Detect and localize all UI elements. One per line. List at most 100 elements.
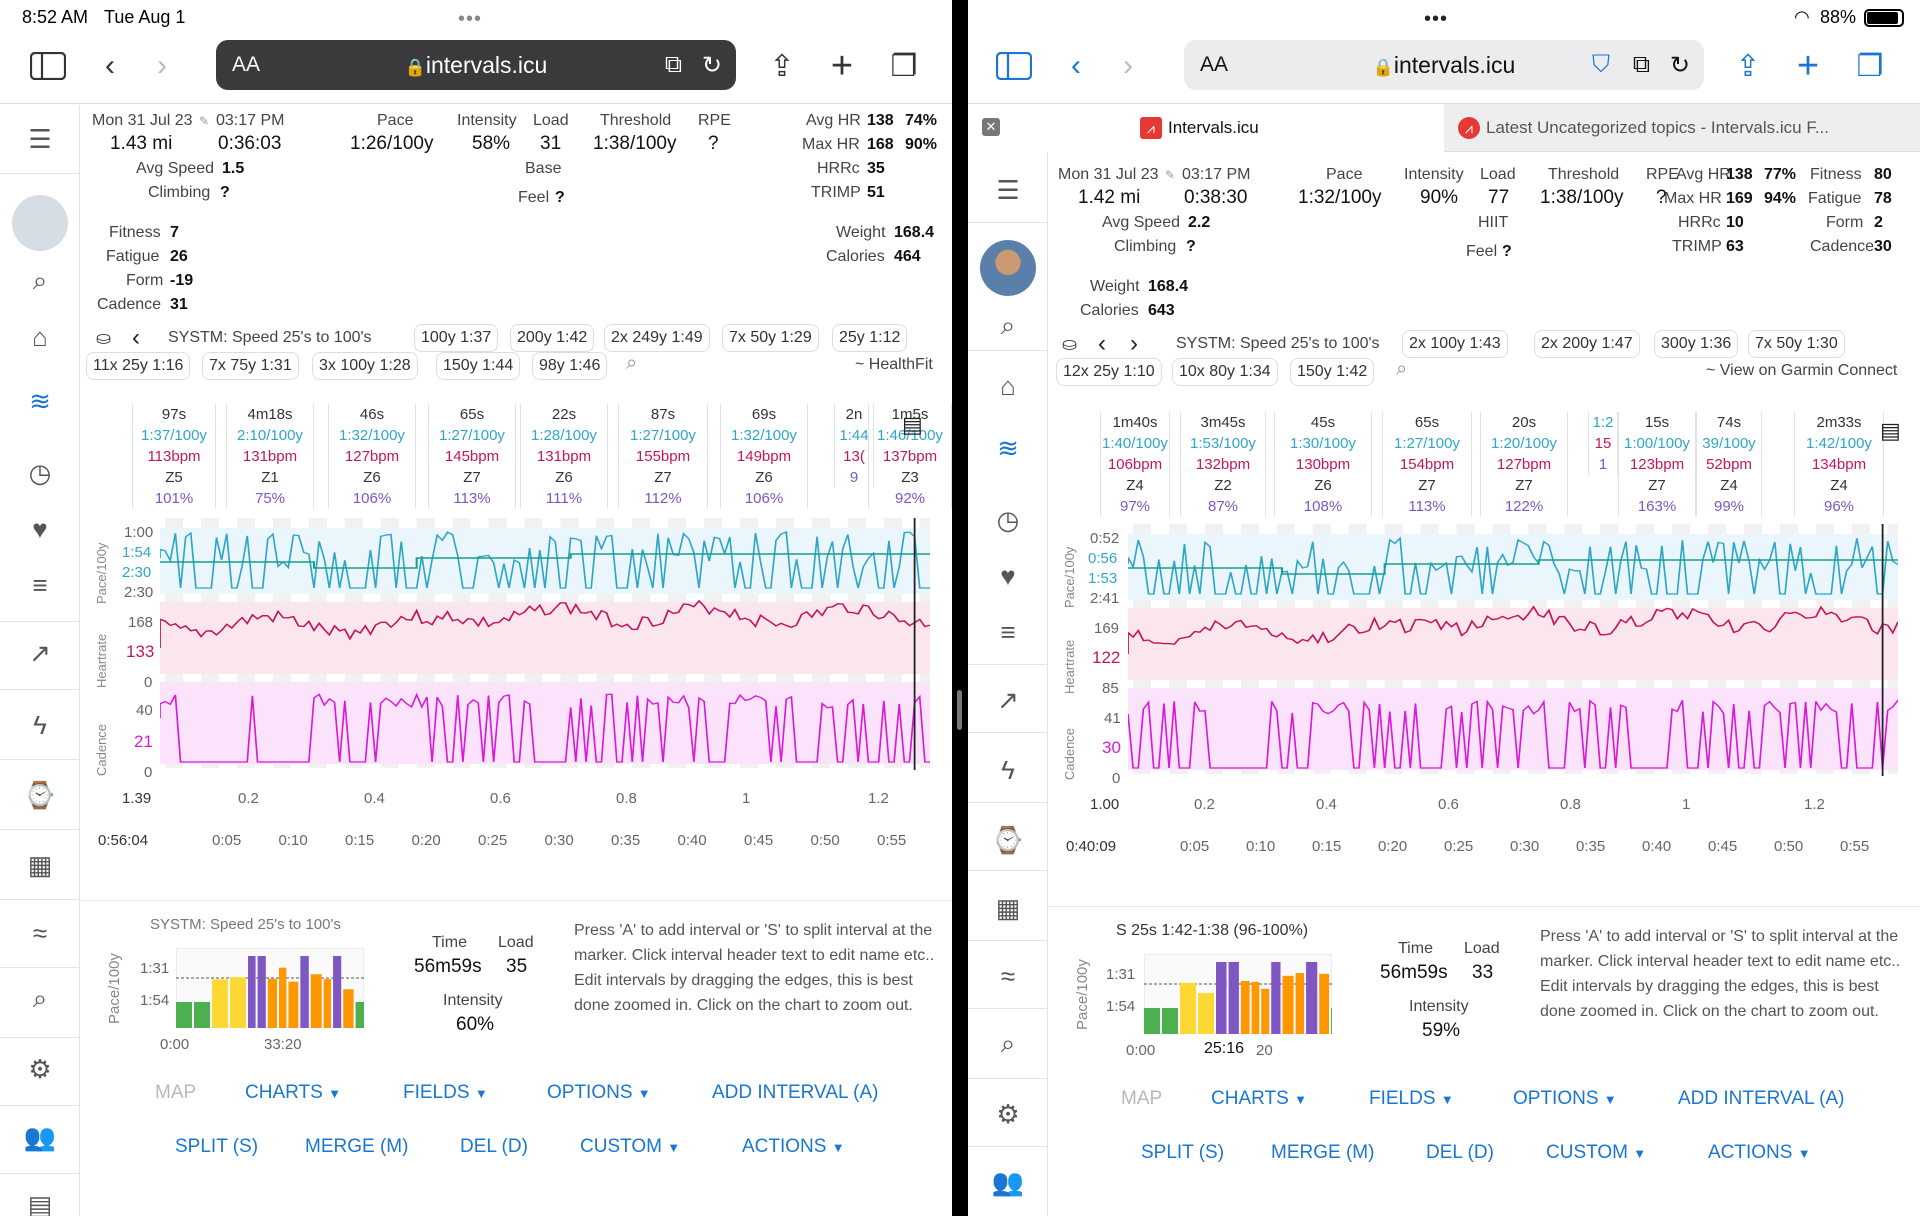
share-icon[interactable]: ⇪ [769, 49, 795, 83]
reload-icon[interactable]: ↻ [701, 51, 722, 79]
heart-icon[interactable]: ♥ [1000, 560, 1016, 591]
workout-step-chip[interactable]: 25y 1:12 [832, 324, 908, 352]
workout-step-chip[interactable]: 12x 25y 1:10 [1056, 358, 1162, 386]
workout-step-chip[interactable]: 98y 1:46 [532, 352, 608, 380]
multitask-dots-icon[interactable]: ••• [1424, 8, 1449, 30]
interval-mini-chart[interactable] [1144, 954, 1332, 1034]
delete-button[interactable]: DEL (D) [460, 1136, 528, 1157]
climbing-value[interactable]: ? [220, 184, 230, 201]
split-view-divider[interactable] [952, 0, 968, 1216]
interval-header[interactable]: 65s 1:27/100y 154bpm Z7 113% [1382, 412, 1472, 517]
threshold-value[interactable]: 1:38/100y [593, 133, 677, 154]
find-icon[interactable]: ⌕ [32, 983, 48, 1013]
people-icon[interactable]: 👥 [23, 1121, 57, 1152]
split-view-handle[interactable] [957, 690, 962, 730]
workout-name[interactable]: SYSTM: Speed 25's to 100's [168, 329, 372, 346]
workout-step-chip[interactable]: 150y 1:44 [436, 352, 521, 380]
multitask-dots-icon[interactable]: ••• [458, 8, 483, 30]
workout-step-chip[interactable]: 100y 1:37 [414, 324, 499, 352]
merge-button[interactable]: MERGE (M) [1271, 1142, 1375, 1163]
address-bar[interactable]: AA 🔒intervals.icu ⛉ ⧉ ↻ [1184, 40, 1704, 90]
activity-date[interactable]: Mon 31 Jul 23 [1058, 166, 1159, 183]
swim-icon[interactable]: ≋ [997, 432, 1019, 463]
activity-chart[interactable] [1128, 524, 1898, 776]
home-icon[interactable]: ⌂ [1000, 370, 1016, 401]
interval-header[interactable]: 1m5s 1:46/100y 137bpm Z3 92% [868, 404, 952, 509]
fields-button[interactable]: FIELDS ▼ [1369, 1088, 1454, 1109]
people-icon[interactable]: 👥 [991, 1166, 1025, 1197]
merge-button[interactable]: MERGE (M) [305, 1136, 409, 1157]
charts-button[interactable]: CHARTS ▼ [245, 1082, 341, 1103]
rpe-value[interactable]: ? [1656, 187, 1667, 208]
tab-forum[interactable]: ⩘ Latest Uncategorized topics - Interval… [1444, 104, 1920, 152]
workout-step-chip[interactable]: 2x 100y 1:43 [1402, 330, 1508, 358]
interval-header[interactable]: 3m45s 1:53/100y 132bpm Z2 87% [1180, 412, 1266, 517]
edit-icon[interactable]: ✎ [1165, 168, 1176, 182]
workout-step-chip[interactable]: 3x 100y 1:28 [312, 352, 418, 380]
interval-header[interactable]: 2m33s 1:42/100y 134bpm Z4 96% [1794, 412, 1884, 517]
forward-icon[interactable]: › [1123, 49, 1133, 82]
search-steps-icon[interactable]: ⌕ [626, 352, 638, 374]
map-button[interactable]: MAP [1121, 1088, 1163, 1109]
reader-aa-button[interactable]: AA [1200, 53, 1229, 76]
prev-icon[interactable]: ‹ [1098, 330, 1106, 357]
workout-step-chip[interactable]: 10x 80y 1:34 [1172, 358, 1278, 386]
custom-button[interactable]: CUSTOM ▼ [1546, 1142, 1647, 1163]
search-steps-icon[interactable]: ⌕ [1396, 358, 1408, 380]
compare-icon[interactable]: ≈ [32, 917, 48, 948]
menu-icon[interactable]: ☰ [28, 123, 52, 154]
list-icon[interactable]: ≡ [1000, 616, 1016, 647]
share-icon[interactable]: ⇪ [1735, 49, 1761, 83]
device-icon[interactable]: ⌚ [991, 824, 1025, 855]
forward-icon[interactable]: › [157, 49, 167, 82]
workout-step-chip[interactable]: 11x 25y 1:16 [86, 352, 191, 380]
edit-icon[interactable]: ✎ [199, 114, 210, 128]
feel-value[interactable]: ? [555, 189, 565, 206]
actions-button[interactable]: ACTIONS ▼ [742, 1136, 845, 1157]
heart-icon[interactable]: ♥ [32, 513, 48, 544]
chat-icon[interactable]: ▤ [27, 1189, 53, 1216]
search-icon[interactable]: ⌕ [1000, 310, 1016, 340]
interval-header[interactable]: 15s 1:00/100y 123bpm Z7 163% [1618, 412, 1696, 517]
compare-icon[interactable]: ≈ [1000, 960, 1016, 991]
notes-icon[interactable]: ▤ [902, 412, 923, 437]
back-icon[interactable]: ‹ [1071, 49, 1081, 82]
workout-step-chip[interactable]: 300y 1:36 [1654, 330, 1739, 358]
new-tab-icon[interactable]: + [830, 44, 854, 87]
workout-step-chip[interactable]: 7x 50y 1:30 [1748, 330, 1845, 358]
options-button[interactable]: OPTIONS ▼ [547, 1082, 651, 1103]
rpe-value[interactable]: ? [708, 133, 719, 154]
watch-icon[interactable]: ◷ [996, 504, 1020, 535]
privacy-shield-icon[interactable]: ⛉ [1592, 51, 1610, 78]
climbing-value[interactable]: ? [1186, 238, 1196, 255]
interval-header[interactable]: 4m18s 2:10/100y 131bpm Z1 75% [226, 404, 314, 509]
settings-icon[interactable]: ⚙ [28, 1053, 52, 1084]
reader-aa-button[interactable]: AA [232, 53, 261, 76]
add-interval-button[interactable]: ADD INTERVAL (A) [1678, 1088, 1845, 1109]
workout-step-chip[interactable]: 2x 249y 1:49 [604, 324, 710, 352]
address-bar[interactable]: AA 🔒intervals.icu ⧉ ↻ [216, 40, 736, 90]
power-icon[interactable]: ϟ [33, 709, 47, 740]
trend-icon[interactable]: ↗ [29, 637, 51, 668]
interval-header[interactable]: 65s 1:27/100y 145bpm Z7 113% [428, 404, 516, 509]
add-interval-button[interactable]: ADD INTERVAL (A) [712, 1082, 879, 1103]
trend-icon[interactable]: ↗ [997, 684, 1019, 715]
calories-value[interactable]: 464 [894, 248, 921, 265]
sidebar-toggle-icon[interactable] [994, 46, 1034, 86]
menu-icon[interactable]: ☰ [996, 174, 1020, 205]
interval-mini-chart[interactable] [176, 948, 364, 1028]
data-source-link[interactable]: ~ HealthFit [855, 356, 933, 373]
search-icon[interactable]: ⌕ [32, 265, 48, 295]
activity-chart[interactable] [160, 518, 930, 770]
fields-button[interactable]: FIELDS ▼ [403, 1082, 488, 1103]
weight-value[interactable]: 168.4 [1148, 278, 1189, 295]
workout-step-chip[interactable]: 7x 75y 1:31 [202, 352, 299, 380]
weight-value[interactable]: 168.4 [894, 224, 935, 241]
load-value[interactable]: 77 [1488, 187, 1510, 208]
new-tab-icon[interactable]: + [1796, 44, 1820, 87]
find-icon[interactable]: ⌕ [1000, 1028, 1016, 1058]
watch-icon[interactable]: ◷ [28, 457, 52, 488]
interval-header[interactable]: 22s 1:28/100y 131bpm Z6 111% [520, 404, 608, 509]
close-tab-icon[interactable]: ✕ [982, 118, 1000, 136]
feel-value[interactable]: ? [1502, 243, 1512, 260]
